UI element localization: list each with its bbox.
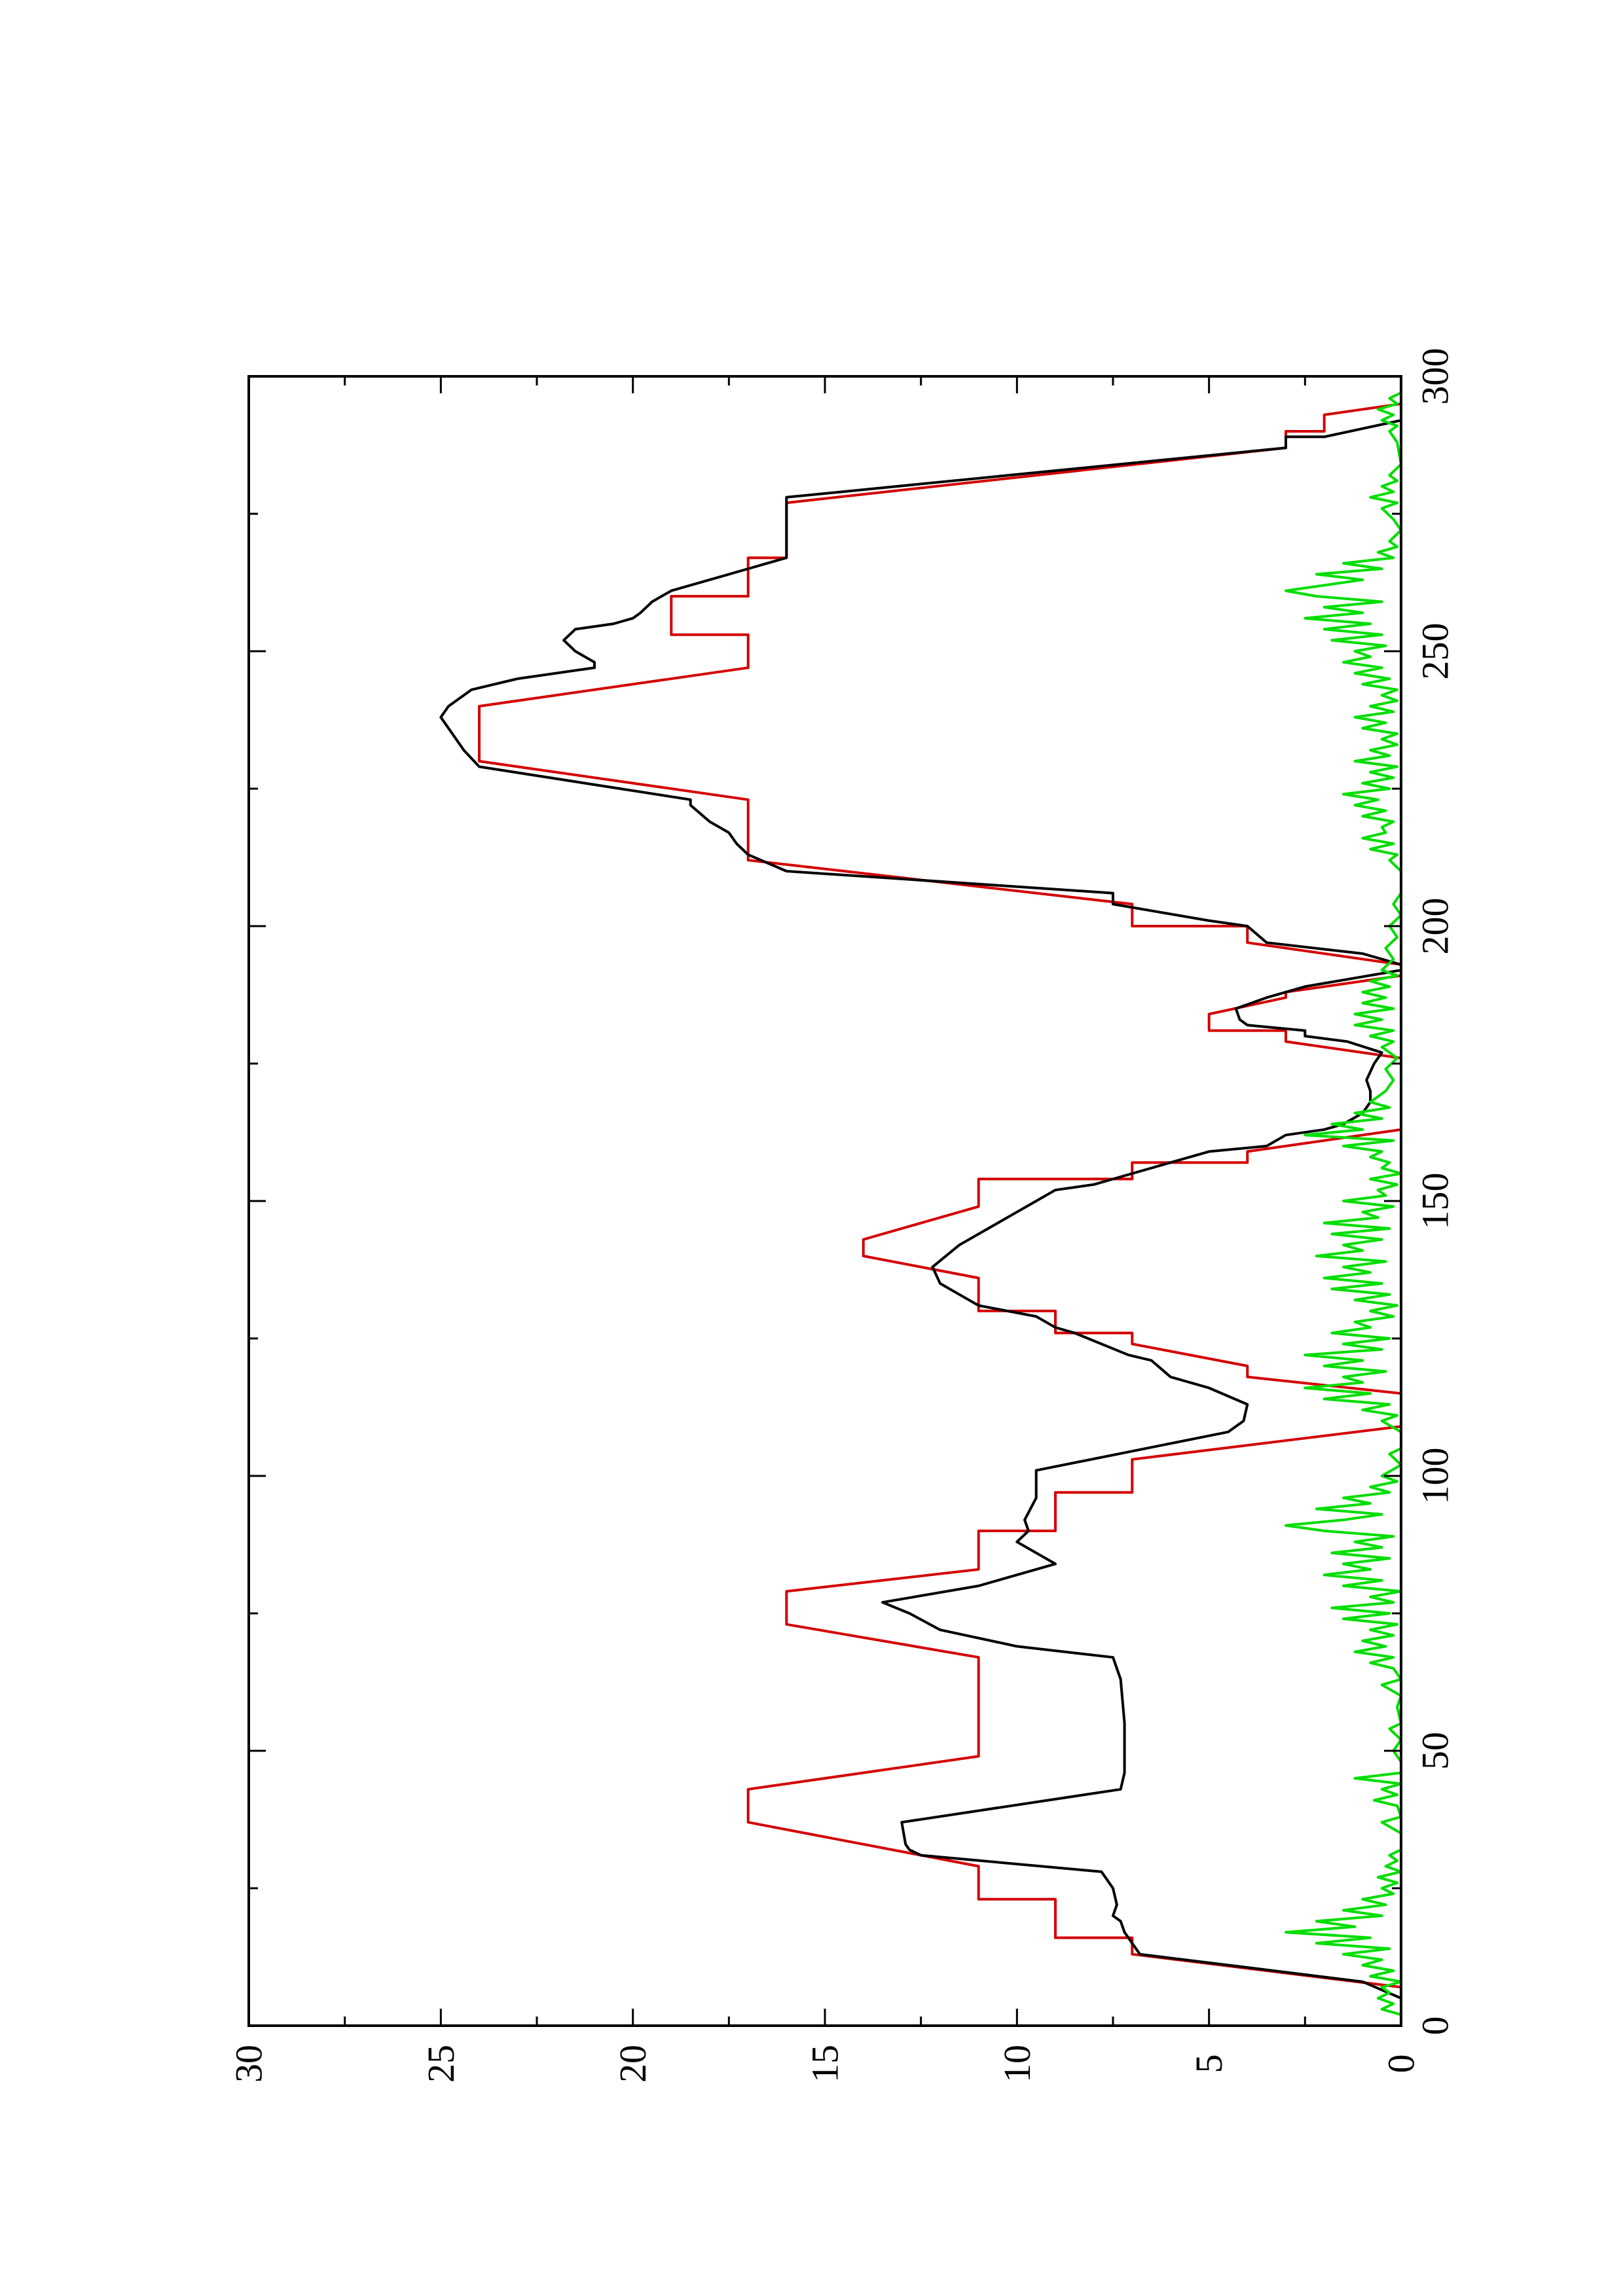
y-tick-label: 5 bbox=[1188, 2054, 1230, 2073]
y-tick-label: 20 bbox=[611, 2045, 654, 2083]
y-tick-label: 30 bbox=[228, 2045, 270, 2083]
x-tick-label: 200 bbox=[1414, 898, 1457, 955]
y-tick-label: 15 bbox=[804, 2045, 847, 2083]
x-tick-label: 0 bbox=[1414, 2017, 1457, 2036]
series-line-3 bbox=[1285, 376, 1401, 2026]
axis-ticks bbox=[247, 375, 1402, 2027]
series-line-2 bbox=[439, 404, 1401, 2026]
chart-marks bbox=[439, 376, 1401, 2026]
y-tick-label: 0 bbox=[1380, 2054, 1423, 2073]
x-tick-label: 250 bbox=[1414, 623, 1457, 680]
y-tick-label: 25 bbox=[420, 2045, 462, 2083]
x-tick-label: 150 bbox=[1414, 1173, 1457, 1230]
y-tick-label: 10 bbox=[996, 2045, 1038, 2083]
x-tick-label: 50 bbox=[1414, 1732, 1457, 1770]
x-tick-label: 100 bbox=[1414, 1448, 1457, 1505]
x-tick-label: 300 bbox=[1414, 348, 1457, 405]
axis-tick-labels: 0 50 100 150 200 250 300 0 5 10 15 20 25 30 bbox=[228, 348, 1457, 2083]
series-line-1 bbox=[478, 376, 1401, 2026]
